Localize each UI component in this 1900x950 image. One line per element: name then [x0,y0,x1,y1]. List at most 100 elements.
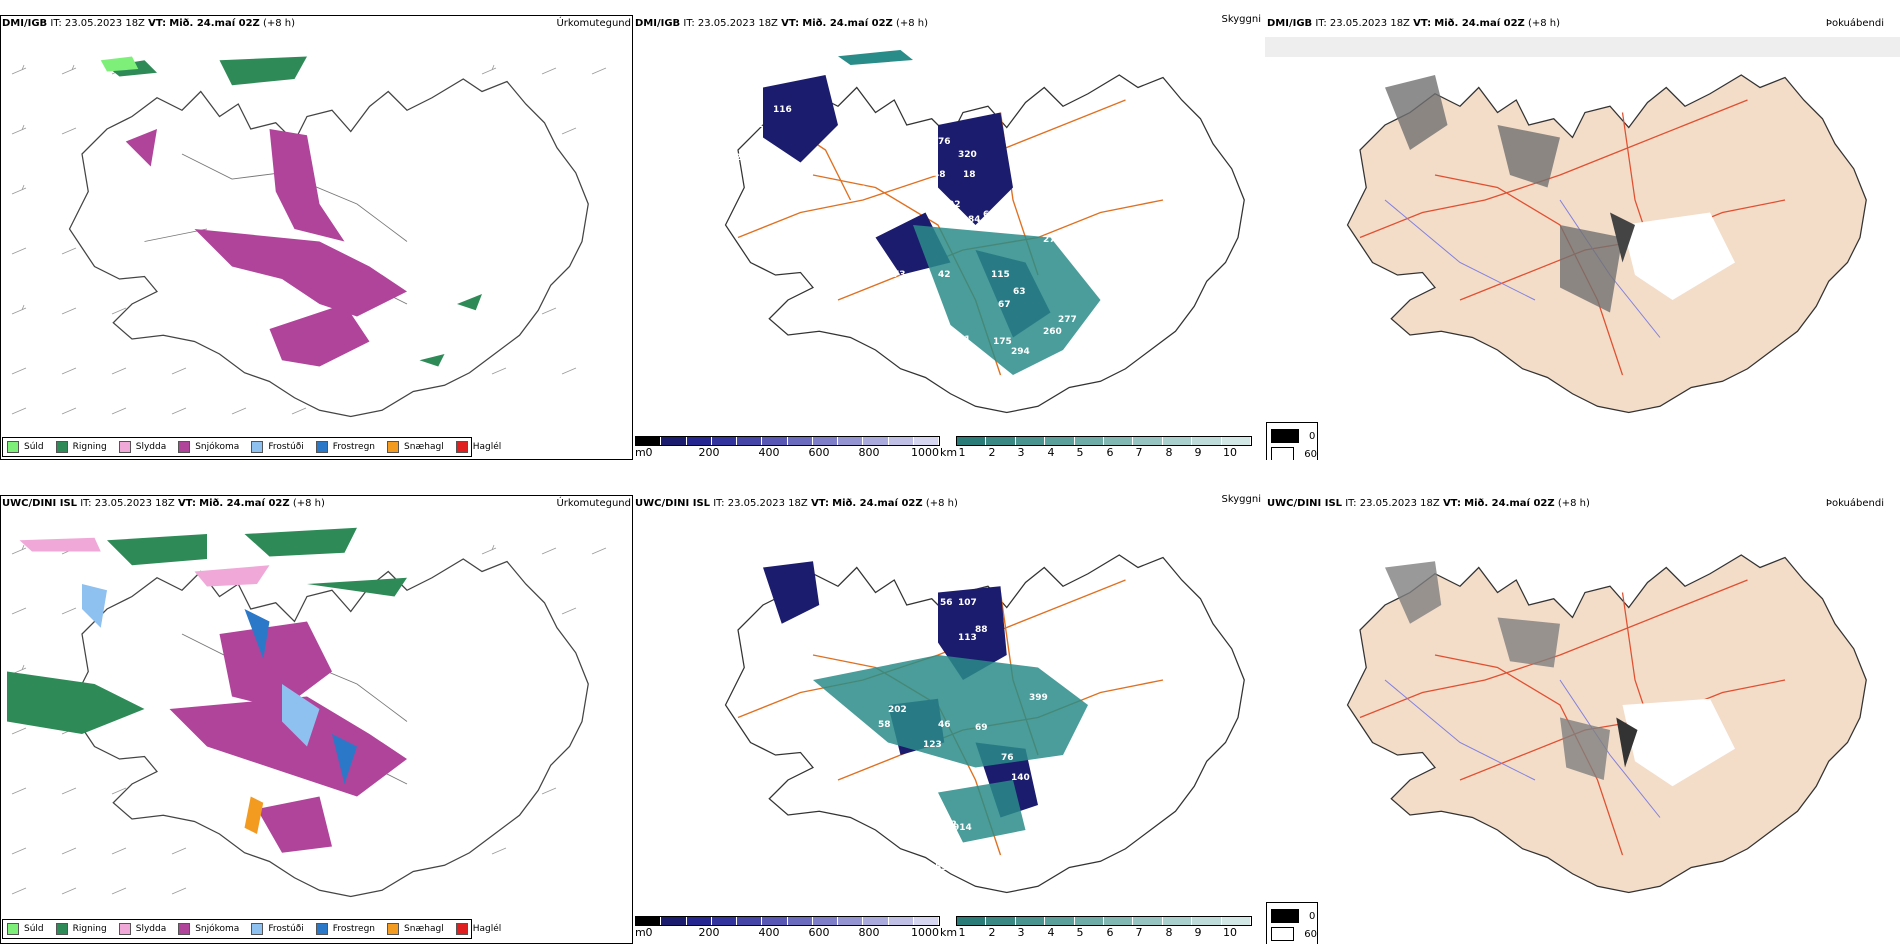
it-label: IT: [713,498,725,509]
value-label: 138 [718,120,737,130]
value-label: 115 [991,270,1010,280]
legend-item: Rigning [55,441,107,453]
tick-label: 600 [808,926,830,939]
precip-map-frame [0,15,633,460]
tick-label: 400 [758,926,780,939]
value-label: 76 [1001,753,1014,763]
value-label: 38 [725,143,738,153]
value-label: 139 [1055,775,1074,785]
cloudbase-ticks: 0 200 400 600 800 1000 [635,446,940,460]
cloudbase-ticks: 0 200 400 600 800 1000 [635,926,940,940]
visibility-colorbar: km 1 2 3 4 5 6 7 8 9 10 [940,436,1252,460]
model-name: UWC/DINI ISL [1267,498,1343,509]
tick-label: 1000 [911,926,939,939]
vt-value: Mið. 24.maí 02Z [1434,18,1525,29]
cloudbase-colorbar: m 0 200 400 600 800 1000 [635,436,940,460]
visibility-unit: km [940,446,958,459]
legend-item: 0 [1267,427,1317,445]
legend-swatch [118,441,131,453]
value-label: 84 [968,215,981,225]
visibility-bar [956,436,1252,446]
tick-label: 10 [1223,446,1237,459]
it-label: IT: [683,18,695,29]
panel-header: UWC/DINI ISL IT: 23.05.2023 18Z VT: Mið.… [635,494,1261,511]
legend-label: 0 [1309,910,1316,922]
panel-header: DMI/IGB IT: 23.05.2023 18Z VT: Mið. 24.m… [1267,17,1896,31]
visibility-unit: km [940,926,958,939]
vt-label: VT: [1442,498,1461,509]
value-label: 41 [751,120,764,130]
value-label: 104 [911,403,930,413]
vis-labels: 82 64 57 89 56 107 53 88 59 113 212 84 2… [715,550,1076,873]
value-label: 123 [923,740,942,750]
it-value: 23.05.2023 18Z [727,498,808,509]
legend-label: Frostregn [332,442,376,452]
tick-label: 800 [858,446,880,459]
tick-label: 10 [1223,926,1237,939]
tick-label: 4 [1047,926,1055,939]
legend-item: Snjókoma [178,441,239,453]
value-label: 43 [911,860,924,870]
tick-label: 400 [758,446,780,459]
it-value: 23.05.2023 18Z [1329,18,1410,29]
legend-swatch [387,441,400,453]
legend-item: Súld [7,441,44,453]
it-label: IT: [50,18,62,29]
cloudbase-bar [635,436,940,446]
value-label: 58 [878,720,891,730]
it-value: 23.05.2023 18Z [64,18,145,29]
tick-label: 0 [645,926,653,939]
panel-header: DMI/IGB IT: 23.05.2023 18Z VT: Mið. 24.m… [2,17,631,31]
vt-value: Mið. 24.maí 02Z [199,498,290,509]
legend-item: Rigning [55,923,107,935]
it-label: IT: [80,498,92,509]
cloudbase-bar [635,916,940,926]
legend-label: Frostúði [268,924,304,934]
legend-swatch [315,923,328,935]
tick-label: 9 [1194,446,1202,459]
value-label: 294 [1011,347,1030,357]
visibility-bar [956,916,1252,926]
lead-time: (+8 h) [262,18,296,29]
value-label: 522 [938,820,957,830]
value-label: 27 [1043,235,1056,245]
legend-label: Slydda [135,924,167,934]
value-label: 113 [958,633,977,643]
legend-swatch [7,923,19,935]
precip-panel-bottom: UWC/DINI ISL IT: 23.05.2023 18Z VT: Mið.… [0,492,635,944]
value-label: 110 [928,405,947,415]
value-label: 175 [993,337,1012,347]
legend-swatch [178,441,191,453]
value-label: 73 [893,270,906,280]
value-label: 399 [1029,693,1048,703]
visibility-ticks: 1 2 3 4 5 6 7 8 9 10 [940,446,1252,460]
value-label: 107 [958,598,977,608]
tick-label: 800 [858,926,880,939]
value-label: 57 [736,580,749,590]
legend-label: Frostregn [332,924,376,934]
vt-value: Mið. 24.maí 02Z [169,18,260,29]
value-label: 27 [1063,350,1076,360]
value-label: 429 [858,240,877,250]
value-label: 84 [883,640,896,650]
value-label: 250 [933,370,952,380]
product-name: Skyggni [1221,494,1261,505]
tick-label: 600 [808,446,830,459]
tick-label: 3 [1017,446,1025,459]
legend-item: 60 [1267,445,1317,460]
legend-label: Haglél [472,442,502,452]
panel-header: UWC/DINI ISL IT: 23.05.2023 18Z VT: Mið.… [2,497,631,511]
product-name: Þokuábendi [1825,18,1884,29]
tick-label: 6 [1106,446,1114,459]
legend-label: Súld [24,924,44,934]
it-label: IT: [1315,18,1327,29]
it-value: 23.05.2023 18Z [1359,498,1440,509]
legend-label: Súld [24,442,44,452]
legend-label: Haglél [472,924,502,934]
fog-map [1346,554,1867,894]
model-name: DMI/IGB [1267,18,1313,29]
cloudbase-unit: m [635,446,646,459]
value-label: 140 [1011,773,1030,783]
it-value: 23.05.2023 18Z [697,18,778,29]
value-label: 95 [853,185,866,195]
